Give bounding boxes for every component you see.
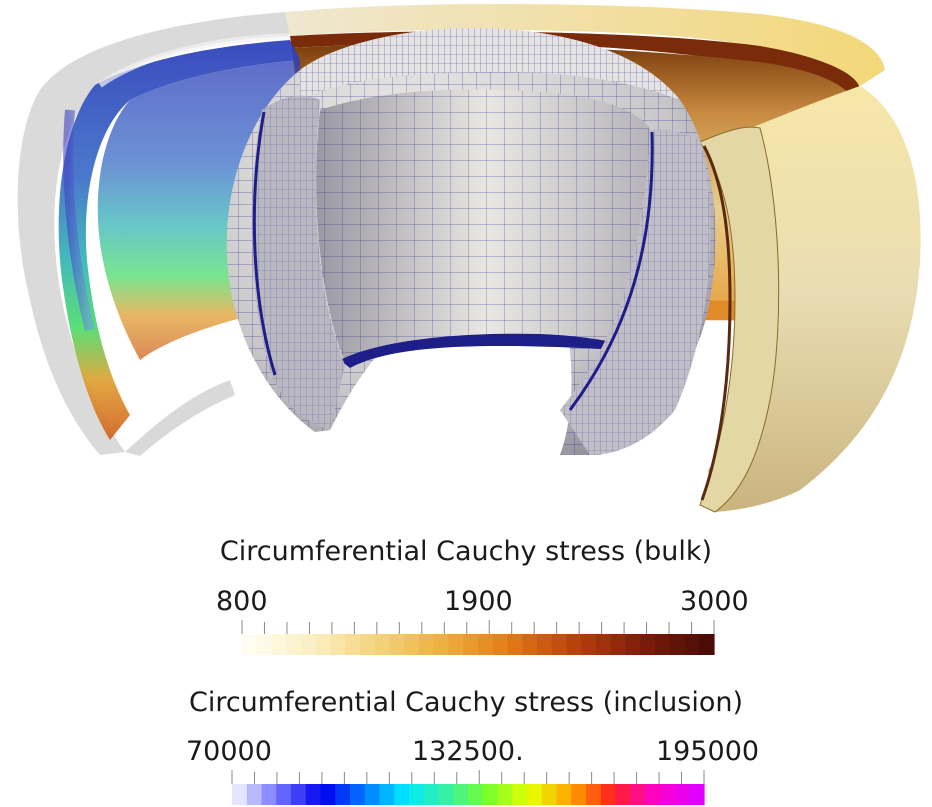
colorbar-band [537,634,552,655]
colorbar-band [660,784,675,805]
colorbar-band [316,634,331,655]
colorbar-band [586,784,601,805]
colorbar-band [483,784,498,805]
colorbar-band [365,784,380,805]
colorbar-band [286,634,301,655]
colorbar-bulk-title: Circumferential Cauchy stress (bulk) [0,536,932,567]
colorbar-band [380,784,395,805]
colorbar-band [345,634,360,655]
colorbar-band [404,634,419,655]
colorbar-band [468,784,483,805]
colorbar-band [567,634,582,655]
mesh-sphere-inner-cavity-grid [316,89,656,362]
colorbar-band [645,784,660,805]
colorbar-inclusion-max-label: 195000 [656,736,759,767]
colorbar-bulk-min-label: 800 [216,586,268,617]
colorbar-inclusion-title: Circumferential Cauchy stress (inclusion… [0,687,932,718]
colorbar-band [601,784,616,805]
colorbar-band [478,634,493,655]
colorbar-band [272,634,287,655]
colorbar-band [611,634,626,655]
colorbar-band [242,634,257,655]
colorbar-band [449,634,464,655]
colorbar-band [331,634,346,655]
colorbar-band [439,784,454,805]
colorbar-band [453,784,468,805]
colorbar-band [463,634,478,655]
colorbar-band [390,634,405,655]
colorbar-band [640,634,655,655]
colorbar-band [419,634,434,655]
colorbar-inclusion [230,770,706,806]
colorbar-band [630,784,645,805]
colorbar-band [522,634,537,655]
colorbar-band [306,784,321,805]
colorbar-bulk-max-label: 3000 [680,586,749,617]
colorbar-band [557,784,572,805]
colorbar-band [232,784,247,805]
colorbar-band [257,634,272,655]
colorbar-band [685,634,700,655]
colorbar-band [675,784,690,805]
colorbar-band [512,784,527,805]
colorbar-band [655,634,670,655]
colorbar-band [571,784,586,805]
colorbar-band [424,784,439,805]
colorbar-inclusion-min-label: 70000 [186,736,272,767]
colorbar-band [276,784,291,805]
colorbar-band [434,634,449,655]
colorbar-band [335,784,350,805]
ghost-shell-bottom [125,380,235,456]
colorbar-bulk [240,620,716,656]
colorbar-band [301,634,316,655]
colorbar-band [552,634,567,655]
colorbar-band [616,784,631,805]
colorbar-band [409,784,424,805]
colorbar-band [291,784,306,805]
colorbar-band [247,784,262,805]
colorbar-band [360,634,375,655]
colorbar-band [493,634,508,655]
colorbar-band [596,634,611,655]
shell-cutaway-render [0,0,932,520]
colorbar-band [375,634,390,655]
colorbar-band [542,784,557,805]
colorbar-band [527,784,542,805]
colorbar-band [508,634,523,655]
colorbar-bulk-mid-label: 1900 [444,586,513,617]
colorbar-band [321,784,336,805]
colorbar-band [350,784,365,805]
colorbar-band [670,634,685,655]
colorbar-band [262,784,277,805]
colorbar-band [498,784,513,805]
colorbar-band [689,784,704,805]
colorbar-band [581,634,596,655]
colorbar-inclusion-mid-label: 132500. [412,736,524,767]
colorbar-band [626,634,641,655]
colorbar-band [699,634,714,655]
colorbar-band [394,784,409,805]
